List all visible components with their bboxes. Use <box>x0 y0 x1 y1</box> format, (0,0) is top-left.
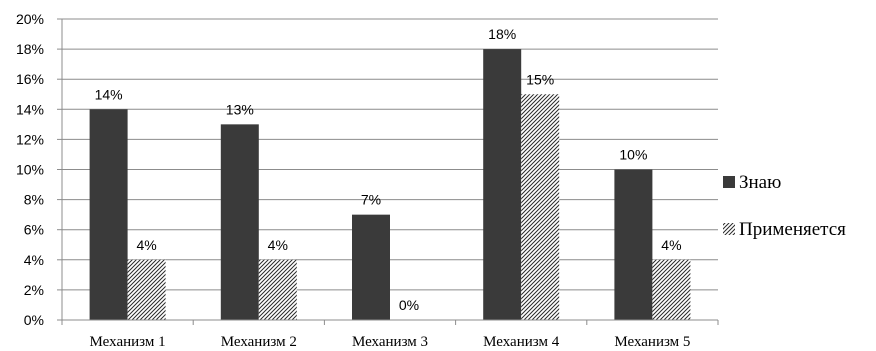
data-label: 4% <box>268 237 288 253</box>
bar <box>652 259 691 320</box>
data-label: 4% <box>661 237 681 253</box>
data-label: 13% <box>226 101 254 117</box>
legend: Знаю Применяется <box>723 172 846 240</box>
data-label: 18% <box>488 26 516 42</box>
bars <box>89 49 691 320</box>
axes: 0% 2% 4% 6% 8% 10% 12% 14% 16% 18% 20% Механизм 1 Ме… <box>16 11 719 350</box>
bar <box>614 169 653 320</box>
data-label: 7% <box>361 192 381 208</box>
y-tick-label: 4% <box>24 252 44 268</box>
y-tick-label: 20% <box>16 11 44 27</box>
legend-label: Применяется <box>739 219 846 240</box>
y-tick-label: 14% <box>16 101 44 117</box>
bar <box>521 94 560 320</box>
x-tick-label: Механизм 3 <box>352 334 428 350</box>
y-tick-label: 6% <box>24 222 44 238</box>
y-tick-label: 16% <box>16 71 44 87</box>
data-labels: 14% 13% 7% 18% 10% 4% 4% 0% 15% 4% <box>95 26 682 313</box>
bar <box>220 124 259 320</box>
data-label: 15% <box>526 71 554 87</box>
y-tick-label: 0% <box>24 312 44 328</box>
bar <box>89 109 128 320</box>
bar <box>483 49 522 320</box>
y-tick-label: 2% <box>24 282 44 298</box>
data-label: 4% <box>136 237 156 253</box>
y-tick-label: 10% <box>16 162 44 178</box>
y-tick-label: 8% <box>24 192 44 208</box>
legend-label: Знаю <box>739 172 781 193</box>
gridlines <box>62 18 718 291</box>
y-tick-label: 18% <box>16 41 44 57</box>
data-label: 0% <box>399 297 419 313</box>
bar <box>258 259 297 320</box>
y-tick-label: 12% <box>16 131 44 147</box>
x-tick-label: Механизм 1 <box>90 334 166 350</box>
legend-swatch <box>723 223 735 235</box>
x-tick-label: Механизм 4 <box>483 334 560 350</box>
data-label: 14% <box>95 86 123 102</box>
x-tick-label: Механизм 2 <box>221 334 297 350</box>
x-tick-label: Механизм 5 <box>614 334 690 350</box>
bar <box>127 259 166 320</box>
legend-swatch <box>723 176 735 188</box>
bar <box>352 214 390 320</box>
data-label: 10% <box>619 147 647 163</box>
